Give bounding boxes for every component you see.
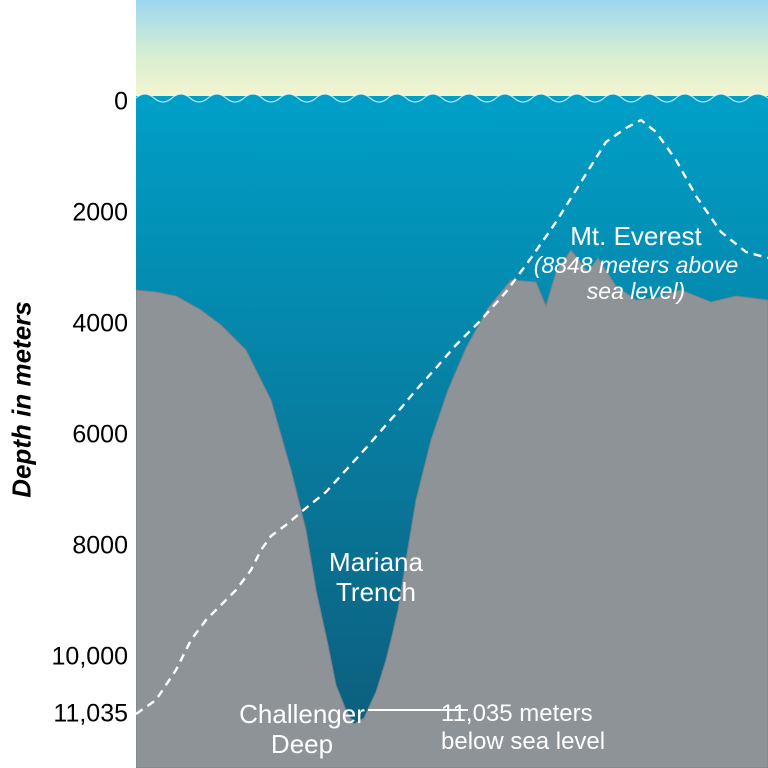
everest-sub1: (8848 meters above (501, 252, 768, 278)
y-tick-8000: 8000 (10, 532, 128, 561)
plot-area: Mt. Everest (8848 meters above sea level… (136, 0, 768, 768)
y-axis-label: Depth in meters (7, 301, 38, 498)
challenger-label: Challenger Deep (217, 700, 387, 760)
challenger-line2: Deep (271, 729, 333, 759)
challenger-line1: Challenger (239, 699, 365, 729)
mariana-label: Mariana Trench (276, 548, 476, 608)
everest-label: Mt. Everest (8848 meters above sea level… (501, 222, 768, 305)
depth-note-line2: below sea level (441, 728, 605, 755)
y-tick-10000: 10,000 (10, 643, 128, 672)
y-tick-0: 0 (10, 88, 128, 117)
everest-sub2: sea level) (501, 278, 768, 304)
mariana-line1: Mariana (329, 547, 423, 577)
y-tick-2000: 2000 (10, 199, 128, 228)
depth-note-line1: 11,035 meters (441, 700, 593, 727)
y-tick-11035: 11,035 (10, 700, 128, 729)
depth-note-label: 11,035 meters below sea level (441, 700, 671, 755)
sky (136, 0, 768, 102)
diagram-svg (136, 0, 768, 768)
mariana-line2: Trench (336, 577, 416, 607)
everest-title: Mt. Everest (570, 221, 701, 251)
